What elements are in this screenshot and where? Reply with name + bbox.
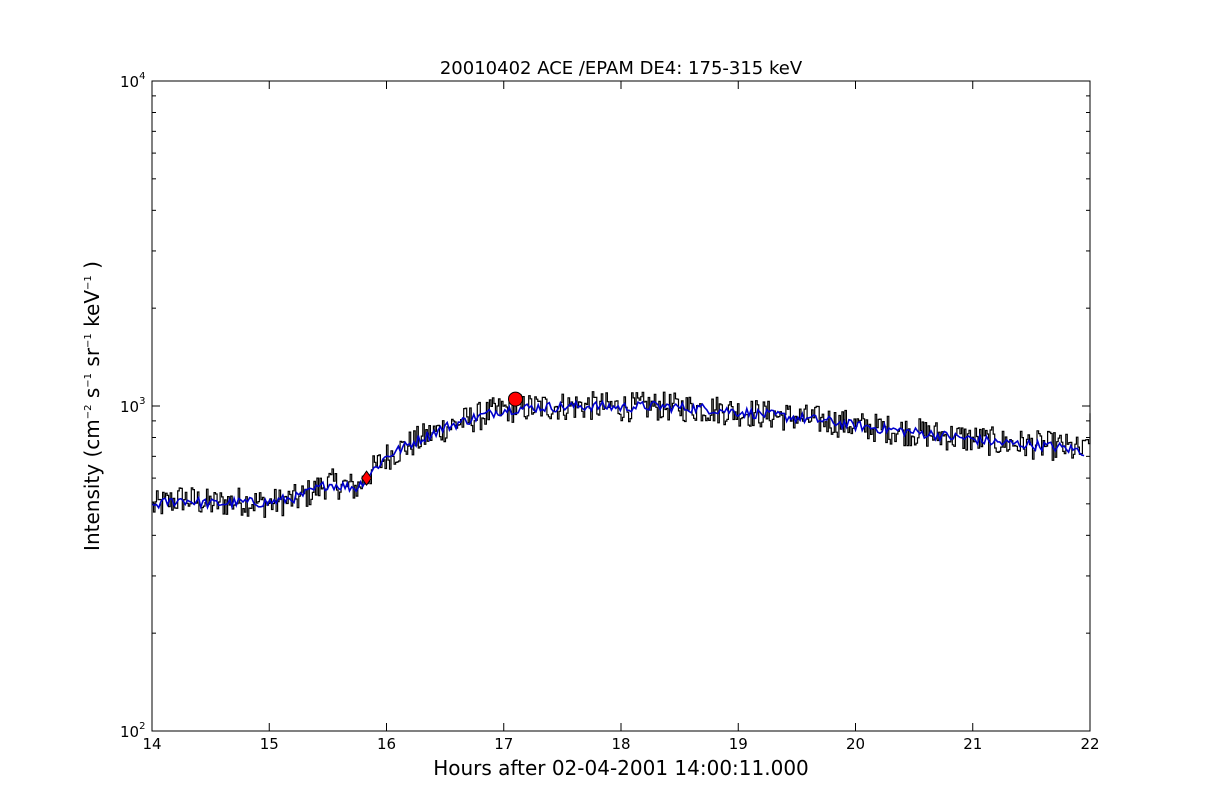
x-tick-label: 19 (729, 735, 748, 753)
series-layer (151, 391, 1091, 518)
x-tick-label: 17 (494, 735, 513, 753)
raw-intensity-line (152, 391, 1091, 518)
marker-layer (361, 391, 523, 486)
x-tick-label: 21 (963, 735, 982, 753)
x-tick-label: 14 (142, 735, 161, 753)
y-axis-label: Intensity (cm−2 s−1 sr−1 keV−1 ) (80, 261, 104, 551)
plot-area (152, 81, 1090, 731)
y-tick-label: 103 (120, 396, 145, 416)
x-axis-label: Hours after 02-04-2001 14:00:11.000 (433, 756, 809, 780)
plot-frame (151, 80, 1091, 732)
x-tick-labels: 14 15 16 17 18 19 20 21 22 (142, 735, 1099, 753)
smoothed-intensity-line (151, 399, 1085, 510)
x-tick-label: 15 (260, 735, 279, 753)
y-tick-label: 102 (120, 721, 145, 741)
y-tick-labels: 102 103 104 (120, 71, 145, 741)
peak-marker (507, 391, 523, 407)
x-tick-label: 22 (1080, 735, 1099, 753)
onset-marker (361, 470, 373, 486)
x-tick-label: 20 (846, 735, 865, 753)
x-tick-label: 18 (611, 735, 630, 753)
x-tick-label: 16 (377, 735, 396, 753)
chart-title: 20010402 ACE /EPAM DE4: 175-315 keV (440, 58, 803, 79)
y-tick-label: 104 (120, 71, 145, 91)
